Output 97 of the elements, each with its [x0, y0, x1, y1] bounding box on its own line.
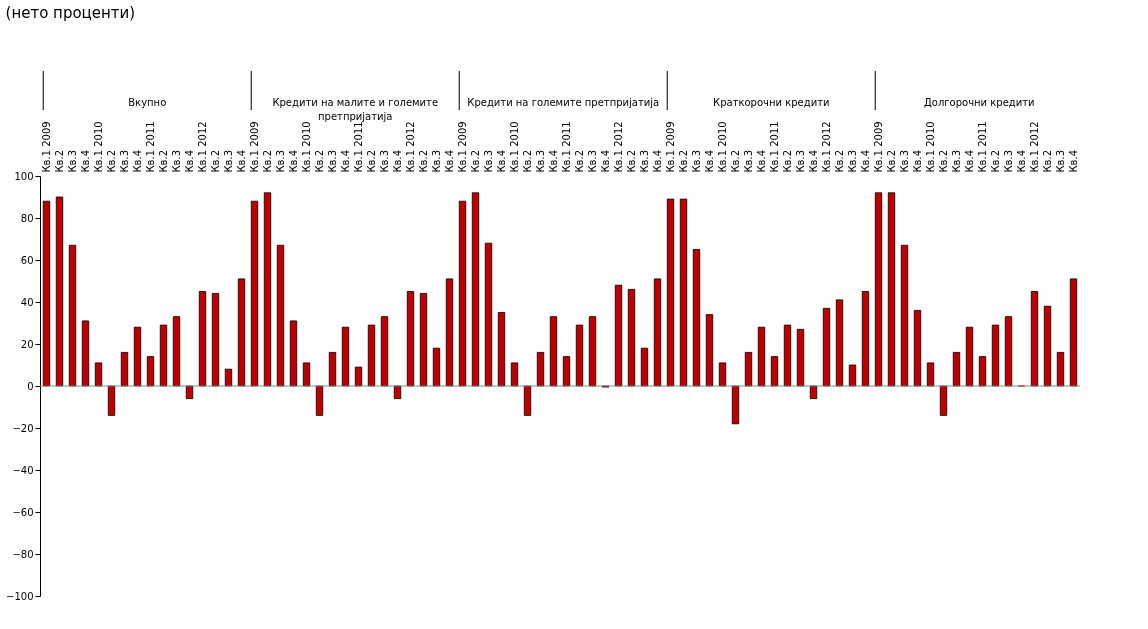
x-tick-label: Кв.2 [313, 149, 325, 173]
x-tick-label: Кв.3 [378, 149, 390, 173]
text: Кредити на малите и големите претпријатија [272, 97, 439, 122]
x-tick-label: Кв.4 [547, 149, 559, 173]
x-tick-label: Кв.4 [651, 149, 663, 173]
x-tick-label: Кв.4 [599, 149, 611, 173]
x-tick-label: Кв.4 [287, 149, 299, 173]
x-tick-label: Кв.2 [937, 149, 949, 173]
x-tick-label: Кв.1 2011 [560, 121, 572, 173]
y-tick-label: −60 [12, 506, 34, 518]
x-tick-label: Кв.3 [690, 149, 702, 173]
x-tick-label: Кв.1 2010 [508, 121, 520, 173]
x-tick-label: Кв.4 [963, 149, 975, 173]
x-tick-label: Кв.4 [391, 149, 403, 173]
x-tick-label: Кв.2 [157, 149, 169, 173]
x-tick-label: Кв.2 [573, 149, 585, 173]
x-tick-label: Кв.1 2009 [456, 121, 468, 173]
x-tick-label: Кв.3 [534, 149, 546, 173]
x-tick-label: Кв.4 [807, 149, 819, 173]
text: Долгорочни кредити [923, 97, 1035, 108]
x-tick-label: Кв.4 [911, 149, 923, 173]
chart-title: (нето проценти) [5, 3, 136, 22]
x-tick-label: Кв.2 [781, 149, 793, 173]
y-tick-label: −80 [12, 548, 34, 560]
x-tick-label: Кв.2 [1041, 149, 1053, 173]
x-tick-label: Кв.3 [66, 149, 78, 173]
x-tick-label: Кв.3 [1002, 149, 1014, 173]
x-tick-label: Кв.2 [365, 149, 377, 173]
x-tick-label: Кв.4 [495, 149, 507, 173]
x-tick-label: Кв.4 [1067, 149, 1079, 173]
x-tick-label: Кв.3 [846, 149, 858, 173]
x-tick-label: Кв.2 [729, 149, 741, 173]
y-tick-label: 0 [27, 380, 34, 392]
x-tick-label: Кв.1 2009 [248, 121, 260, 173]
x-tick-label: Кв.3 [326, 149, 338, 173]
x-tick-label: Кв.4 [183, 149, 195, 173]
x-tick-label: Кв.1 2009 [872, 121, 884, 173]
x-tick-label: Кв.2 [677, 149, 689, 173]
x-tick-label: Кв.1 2011 [144, 121, 156, 173]
x-tick-label: Кв.3 [950, 149, 962, 173]
y-tick-label: −100 [6, 590, 34, 602]
y-tick-label: 40 [20, 296, 34, 308]
y-tick-label: 100 [14, 170, 34, 182]
x-tick-label: Кв.3 [586, 149, 598, 173]
x-tick-label: Кв.3 [170, 149, 182, 173]
x-tick-label: Кв.1 2010 [300, 121, 312, 173]
x-tick-label: Кв.4 [131, 149, 143, 173]
text: Краткорочни кредити [713, 97, 830, 108]
x-tick-label: Кв.1 2012 [196, 121, 208, 173]
x-tick-label: Кв.3 [482, 149, 494, 173]
x-tick-label: Кв.2 [209, 149, 221, 173]
x-tick-label: Кв.3 [742, 149, 754, 173]
x-tick-label: Кв.2 [885, 149, 897, 173]
y-tick-label: 20 [20, 338, 34, 350]
y-tick-label: 80 [20, 212, 34, 224]
x-tick-label: Кв.2 [105, 149, 117, 173]
x-tick-label: Кв.4 [79, 149, 91, 173]
x-tick-label: Кв.3 [222, 149, 234, 173]
x-tick-label: Кв.1 2012 [1028, 121, 1040, 173]
x-tick-label: Кв.1 2010 [716, 121, 728, 173]
x-tick-label: Кв.3 [638, 149, 650, 173]
text: Вкупно [128, 97, 167, 108]
x-tick-label: Кв.1 2009 [40, 121, 52, 173]
x-tick-label: Кв.4 [859, 149, 871, 173]
x-tick-label: Кв.2 [521, 149, 533, 173]
x-tick-label: Кв.2 [469, 149, 481, 173]
x-tick-label: Кв.2 [833, 149, 845, 173]
x-tick-label: Кв.3 [794, 149, 806, 173]
x-tick-label: Кв.3 [1054, 149, 1066, 173]
x-tick-label: Кв.1 2011 [768, 121, 780, 173]
x-tick-label: Кв.1 2012 [612, 121, 624, 173]
x-tick-label: Кв.3 [430, 149, 442, 173]
x-tick-label: Кв.1 2012 [820, 121, 832, 173]
x-tick-label: Кв.4 [443, 149, 455, 173]
x-tick-label: Кв.4 [755, 149, 767, 173]
x-tick-label: Кв.2 [989, 149, 1001, 173]
x-tick-label: Кв.3 [898, 149, 910, 173]
y-tick-label: −20 [12, 422, 34, 434]
y-tick-label: −40 [12, 464, 34, 476]
text: Кредити на големите претпријатија [467, 97, 660, 108]
x-tick-label: Кв.2 [53, 149, 65, 173]
x-tick-label: Кв.1 2010 [924, 121, 936, 173]
x-tick-label: Кв.2 [261, 149, 273, 173]
x-tick-label: Кв.3 [274, 149, 286, 173]
x-tick-label: Кв.3 [118, 149, 130, 173]
x-tick-label: Кв.2 [625, 149, 637, 173]
x-tick-label: Кв.4 [339, 149, 351, 173]
x-tick-label: Кв.4 [1015, 149, 1027, 173]
x-tick-label: Кв.1 2009 [664, 121, 676, 173]
x-tick-label: Кв.4 [703, 149, 715, 173]
x-tick-label: Кв.1 2010 [92, 121, 104, 173]
x-tick-label: Кв.1 2012 [404, 121, 416, 173]
x-tick-label: Кв.1 2011 [352, 121, 364, 173]
x-tick-label: Кв.2 [417, 149, 429, 173]
y-tick-label: 60 [20, 254, 34, 266]
x-tick-label: Кв.4 [235, 149, 247, 173]
x-tick-label: Кв.1 2011 [976, 121, 988, 173]
